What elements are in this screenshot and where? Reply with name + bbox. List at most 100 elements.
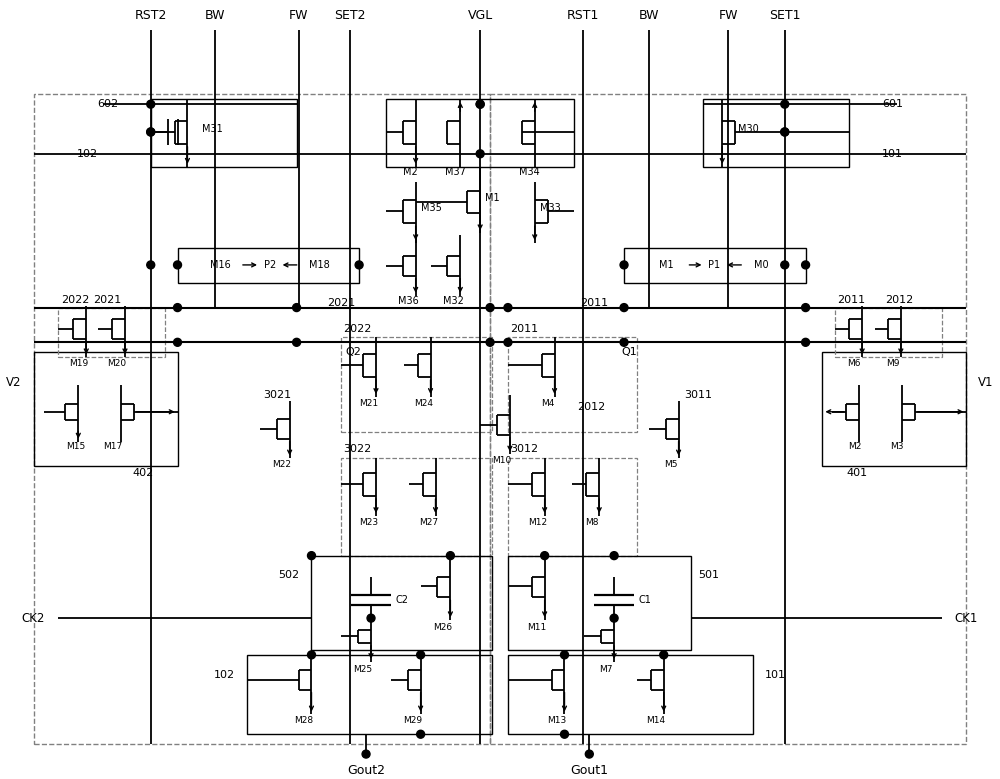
Text: M1: M1 — [485, 193, 500, 203]
Text: M19: M19 — [69, 359, 88, 368]
Bar — [835, 308, 942, 358]
Circle shape — [660, 651, 668, 659]
Text: C2: C2 — [396, 595, 409, 605]
Bar — [386, 99, 574, 167]
Text: BW: BW — [639, 9, 659, 22]
Text: 2012: 2012 — [885, 294, 913, 305]
Circle shape — [781, 128, 789, 136]
Text: VGL: VGL — [468, 9, 493, 22]
Text: M2: M2 — [403, 167, 418, 177]
Text: 3022: 3022 — [343, 445, 371, 454]
Circle shape — [446, 552, 454, 559]
Text: 101: 101 — [882, 149, 903, 159]
Text: M10: M10 — [492, 456, 512, 465]
Circle shape — [417, 651, 425, 659]
Text: M0: M0 — [754, 260, 768, 270]
Text: M4: M4 — [541, 399, 554, 408]
Text: SET2: SET2 — [334, 9, 366, 22]
Text: 2022: 2022 — [343, 324, 372, 334]
Bar — [34, 94, 490, 744]
Text: M36: M36 — [398, 296, 419, 305]
Bar — [178, 248, 359, 283]
Text: M6: M6 — [847, 359, 861, 368]
Circle shape — [541, 552, 549, 559]
Circle shape — [476, 100, 484, 108]
Text: M29: M29 — [403, 717, 422, 725]
Text: FW: FW — [718, 9, 738, 22]
Circle shape — [476, 150, 484, 158]
Circle shape — [147, 128, 155, 136]
Text: M13: M13 — [547, 717, 566, 725]
Text: 3011: 3011 — [684, 390, 712, 400]
Text: P2: P2 — [264, 260, 276, 270]
Text: M5: M5 — [664, 460, 677, 470]
Text: 501: 501 — [698, 570, 719, 580]
Text: RST2: RST2 — [135, 9, 167, 22]
Circle shape — [610, 552, 618, 559]
Circle shape — [504, 304, 512, 312]
Circle shape — [367, 614, 375, 622]
Text: M3: M3 — [890, 442, 904, 450]
Text: 401: 401 — [847, 468, 868, 478]
Text: M1: M1 — [659, 260, 674, 270]
Text: Q1: Q1 — [621, 347, 637, 358]
Text: M31: M31 — [202, 124, 223, 134]
Circle shape — [308, 552, 315, 559]
Circle shape — [781, 261, 789, 269]
Bar — [247, 655, 492, 735]
Text: M15: M15 — [66, 442, 85, 450]
Bar — [341, 458, 492, 555]
Text: M26: M26 — [433, 623, 452, 632]
Circle shape — [802, 261, 810, 269]
Text: M14: M14 — [646, 717, 665, 725]
Circle shape — [417, 730, 425, 738]
Text: M30: M30 — [738, 124, 759, 134]
Bar — [151, 99, 297, 167]
Text: 3021: 3021 — [263, 390, 291, 400]
Text: M32: M32 — [443, 296, 464, 305]
Bar — [508, 655, 753, 735]
Text: M34: M34 — [519, 167, 540, 177]
Circle shape — [174, 338, 182, 347]
Circle shape — [610, 614, 618, 622]
Circle shape — [561, 730, 568, 738]
Circle shape — [147, 100, 155, 108]
Text: FW: FW — [289, 9, 308, 22]
Bar — [341, 337, 492, 432]
Circle shape — [355, 261, 363, 269]
Text: 2022: 2022 — [61, 294, 90, 305]
Text: M33: M33 — [540, 203, 560, 213]
Text: V1: V1 — [978, 375, 994, 389]
Text: M28: M28 — [294, 717, 313, 725]
Text: CK1: CK1 — [955, 612, 978, 625]
Text: M7: M7 — [599, 664, 613, 674]
Circle shape — [476, 100, 484, 108]
Text: M8: M8 — [586, 518, 599, 527]
Text: Q2: Q2 — [345, 347, 361, 358]
Text: SET1: SET1 — [769, 9, 801, 22]
Text: M2: M2 — [849, 442, 862, 450]
Text: M25: M25 — [354, 664, 373, 674]
Circle shape — [781, 128, 789, 136]
Circle shape — [486, 304, 494, 312]
Text: 102: 102 — [214, 670, 235, 680]
Text: M18: M18 — [309, 260, 330, 270]
Circle shape — [802, 338, 810, 347]
Bar — [508, 458, 637, 555]
Text: 2011: 2011 — [837, 294, 865, 305]
Text: 2011: 2011 — [580, 298, 608, 308]
Bar — [311, 555, 492, 650]
Text: M37: M37 — [445, 167, 466, 177]
Bar — [58, 308, 165, 358]
Text: C1: C1 — [639, 595, 652, 605]
Text: 102: 102 — [77, 149, 98, 159]
Text: M17: M17 — [103, 442, 123, 450]
Bar — [508, 555, 691, 650]
Circle shape — [293, 338, 301, 347]
Text: Gout1: Gout1 — [570, 764, 608, 777]
Bar — [508, 337, 637, 432]
Circle shape — [504, 338, 512, 347]
Text: M23: M23 — [359, 518, 379, 527]
Bar — [34, 352, 178, 467]
Circle shape — [585, 750, 593, 758]
